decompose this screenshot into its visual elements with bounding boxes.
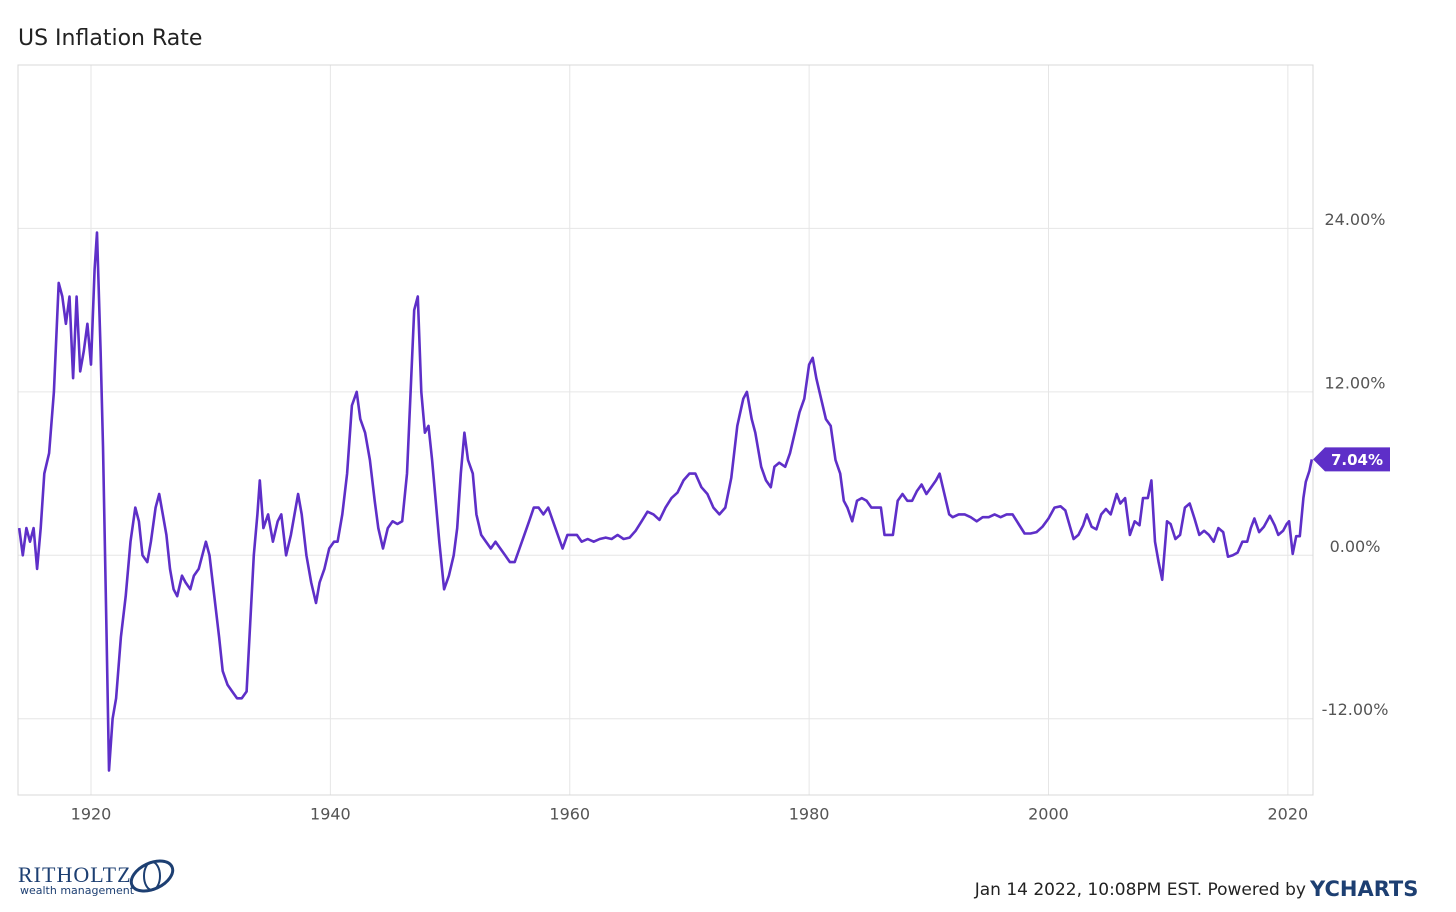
logo-sub: wealth management <box>20 884 135 897</box>
plot <box>17 231 1314 772</box>
x-tick-label: 1960 <box>549 805 590 824</box>
x-tick-label: 1920 <box>71 805 112 824</box>
plot-frame <box>17 64 1314 796</box>
y-tick-label: 12.00% <box>1324 373 1385 392</box>
logo-mark <box>143 861 161 891</box>
x-tick-label: 2000 <box>1028 805 1069 824</box>
x-tick-label: 2020 <box>1268 805 1309 824</box>
brand: YCHARTS <box>1309 877 1418 901</box>
timestamp: Jan 14 2022, 10:08PM EST. Powered by <box>974 880 1306 900</box>
logo: RITHOLTZ wealth management <box>18 859 175 897</box>
grid <box>18 65 1313 795</box>
x-tick-label: 1940 <box>310 805 351 824</box>
y-tick-label: -12.00% <box>1322 700 1389 719</box>
y-tick-label: 24.00% <box>1324 210 1385 229</box>
last-value-label: 7.04% <box>1331 451 1383 469</box>
x-tick-label: 1980 <box>789 805 830 824</box>
line <box>17 231 1314 772</box>
logo-name: RITHOLTZ <box>18 862 132 887</box>
y-tick-label: 0.00% <box>1330 537 1381 556</box>
chart-title: US Inflation Rate <box>18 26 202 51</box>
last-value-tag <box>1313 447 1390 472</box>
